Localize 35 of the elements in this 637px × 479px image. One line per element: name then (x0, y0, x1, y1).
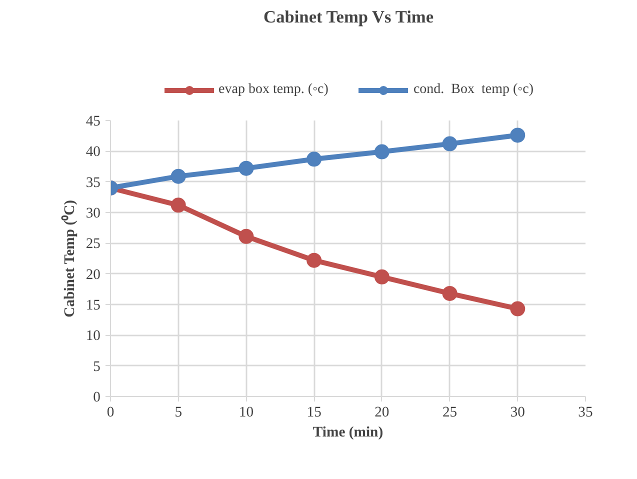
y-tick-label: 15 (86, 298, 100, 314)
point (170, 198, 186, 213)
point (238, 160, 254, 176)
point (442, 286, 458, 301)
legend-label: cond. Box temp (◦c) (413, 82, 534, 98)
chart-title: Cabinet Temp Vs Time (264, 8, 434, 26)
x-tick-label: 30 (510, 404, 525, 420)
y-tick-label: 25 (86, 236, 100, 252)
x-tick-label: 15 (306, 404, 322, 420)
point (306, 252, 322, 268)
y-tick-label: 5 (93, 358, 100, 375)
legend-label: evap box temp. (◦c) (218, 82, 328, 98)
point (374, 269, 390, 284)
x-tick-label: 0 (106, 404, 114, 420)
point (510, 128, 526, 143)
y-tick-label: 35 (86, 174, 100, 191)
x-tick-label: 35 (578, 404, 593, 420)
point (442, 136, 458, 152)
point (238, 228, 254, 244)
y-tick-label: 40 (86, 144, 100, 160)
point (170, 168, 186, 184)
x-tick-label: 20 (374, 404, 390, 420)
x-axis-title: Time (min) (312, 424, 384, 440)
x-tick-label: 25 (442, 404, 458, 420)
y-tick-label: 45 (86, 114, 100, 130)
y-tick-label: 0 (93, 390, 100, 406)
y-tick-label: 20 (86, 266, 100, 283)
x-tick-label: 10 (238, 404, 254, 420)
y-tick-label: 10 (86, 328, 100, 344)
x-tick-label: 5 (174, 404, 182, 420)
y-tick-label: 30 (86, 206, 100, 222)
point (306, 152, 322, 167)
point (510, 301, 526, 316)
y-axis-title: Cabinet Temp (⁰C) (60, 200, 78, 318)
point (374, 144, 390, 160)
